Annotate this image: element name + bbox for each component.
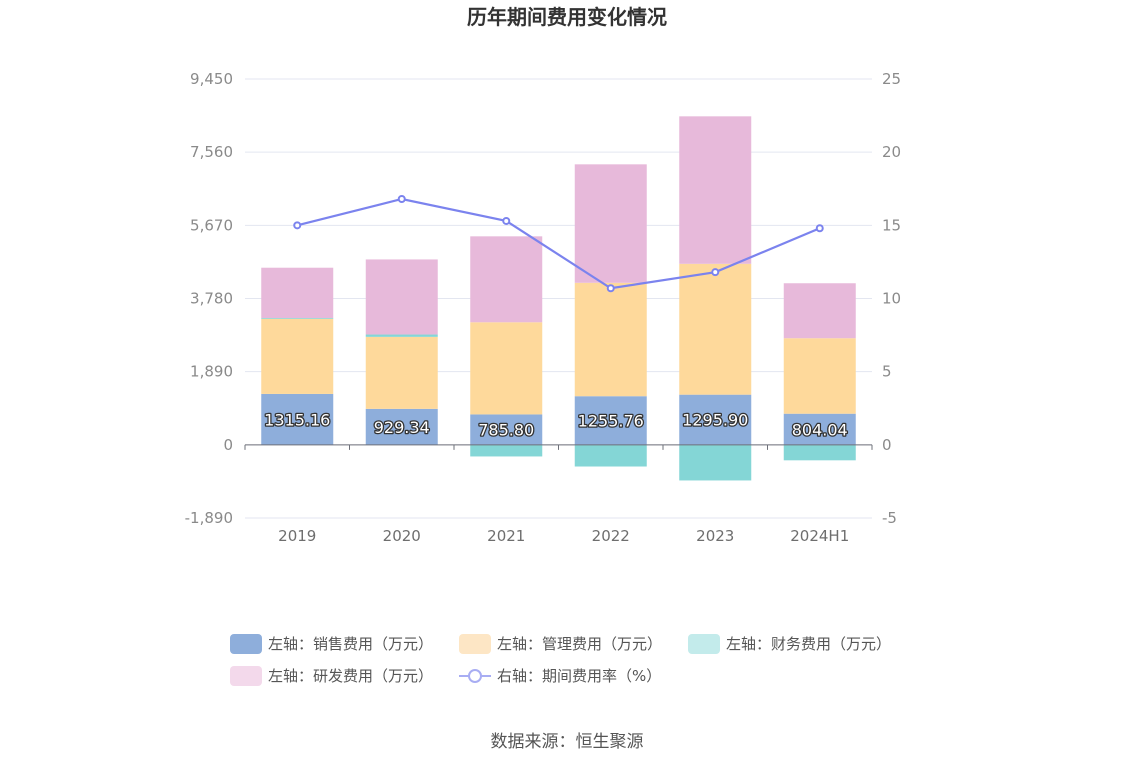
- legend-swatch: [230, 634, 262, 654]
- bar-segment: [470, 444, 543, 457]
- x-axis-tick-label: 2023: [696, 527, 734, 545]
- x-axis-tick-label: 2022: [592, 527, 630, 545]
- bar-segment: [679, 116, 752, 264]
- x-axis-tick-label: 2021: [487, 527, 525, 545]
- bar-segment: [365, 408, 438, 445]
- left-axis-labels: 9,450 7,560 5,670 3,780 1,890 0 -1,890: [185, 70, 233, 527]
- legend: 左轴：销售费用（万元） 左轴：管理费用（万元） 左轴：财务费用（万元） 左轴：研发费用…: [230, 634, 891, 686]
- right-axis-tick-label: 25: [882, 70, 901, 88]
- bar-segment: [470, 236, 543, 323]
- bar-segment: [783, 413, 856, 445]
- bar-segment: [679, 263, 752, 395]
- legend-swatch: [688, 634, 720, 654]
- x-axis-tick-label: 2019: [278, 527, 316, 545]
- bar-segment: [574, 164, 647, 283]
- legend-label: 左轴：财务费用（万元）: [726, 635, 891, 653]
- bar-segment: [783, 338, 856, 414]
- legend-swatch: [230, 666, 262, 686]
- left-axis-tick-label: 9,450: [190, 70, 233, 88]
- bar-segment: [365, 259, 438, 335]
- bar-segment: [365, 336, 438, 409]
- data-label: 1315.16: [264, 410, 330, 429]
- line-point: [711, 268, 720, 277]
- legend-item[interactable]: 左轴：管理费用（万元）: [459, 634, 662, 654]
- legend-swatch: [459, 634, 491, 654]
- left-axis-tick-label: 1,890: [190, 363, 233, 381]
- legend-item[interactable]: 左轴：销售费用（万元）: [230, 634, 433, 654]
- right-axis-labels: 25 20 15 10 5 0 -5: [882, 70, 901, 527]
- right-axis-tick-label: 5: [882, 363, 892, 381]
- left-axis-tick-label: 5,670: [190, 216, 233, 234]
- right-axis-tick-label: 20: [882, 143, 901, 161]
- bar-segment: [574, 282, 647, 397]
- bar-segment: [261, 318, 334, 319]
- legend-label: 右轴：期间费用率（%）: [497, 667, 661, 685]
- bar-segment: [261, 318, 334, 394]
- left-axis-tick-label: 0: [223, 436, 233, 454]
- chart-title: 历年期间费用变化情况: [467, 5, 667, 29]
- data-label: 804.04: [792, 420, 848, 439]
- series-line: [296, 197, 821, 290]
- bar-segment: [679, 394, 752, 445]
- x-axis: [244, 444, 873, 450]
- bar-segment: [261, 393, 334, 445]
- legend-line-marker: [468, 669, 482, 683]
- data-label: 929.34: [374, 418, 430, 437]
- line-point: [606, 284, 615, 293]
- bar-segment: [470, 322, 543, 415]
- legend-label: 左轴：销售费用（万元）: [268, 635, 433, 653]
- bar-segment: [679, 444, 752, 481]
- left-axis-tick-label: 7,560: [190, 143, 233, 161]
- legend-item[interactable]: 右轴：期间费用率（%）: [459, 667, 661, 685]
- bar-segment: [783, 283, 856, 339]
- grid-lines: [245, 78, 872, 519]
- right-axis-tick-label: 0: [882, 436, 892, 454]
- bar-value-labels: 1315.16 929.34 785.80 1255.76 1295.90 804.04: [263, 409, 849, 441]
- x-axis-tick-label: 2024H1: [790, 527, 849, 545]
- right-axis-tick-label: -5: [882, 509, 897, 527]
- left-axis-tick-label: -1,890: [185, 509, 233, 527]
- bar-segment: [261, 267, 334, 319]
- left-axis-tick-label: 3,780: [190, 290, 233, 308]
- right-axis-tick-label: 15: [882, 216, 901, 234]
- line-point: [293, 221, 302, 230]
- bar-segment: [365, 334, 438, 337]
- bar-segment: [470, 414, 543, 445]
- right-axis-tick-label: 10: [882, 290, 901, 308]
- data-label: 1295.90: [682, 411, 748, 430]
- data-source: 数据来源：恒生聚源: [491, 732, 644, 752]
- legend-label: 左轴：研发费用（万元）: [268, 667, 433, 685]
- bar-segment: [783, 444, 856, 461]
- data-label: 1255.76: [578, 412, 644, 431]
- expense-rate-line: [293, 194, 824, 293]
- legend-item[interactable]: 左轴：财务费用（万元）: [688, 634, 891, 654]
- line-point: [815, 224, 824, 233]
- x-axis-tick-label: 2020: [383, 527, 421, 545]
- data-label: 785.80: [478, 421, 534, 440]
- line-point: [502, 216, 511, 225]
- bar-segment: [574, 396, 647, 445]
- line-point: [397, 194, 406, 203]
- bar-segment: [574, 444, 647, 467]
- legend-item[interactable]: 左轴：研发费用（万元）: [230, 666, 433, 686]
- x-axis-labels: 2019 2020 2021 2022 2023 2024H1: [278, 527, 849, 545]
- bar-series: [261, 116, 856, 481]
- legend-label: 左轴：管理费用（万元）: [497, 635, 662, 653]
